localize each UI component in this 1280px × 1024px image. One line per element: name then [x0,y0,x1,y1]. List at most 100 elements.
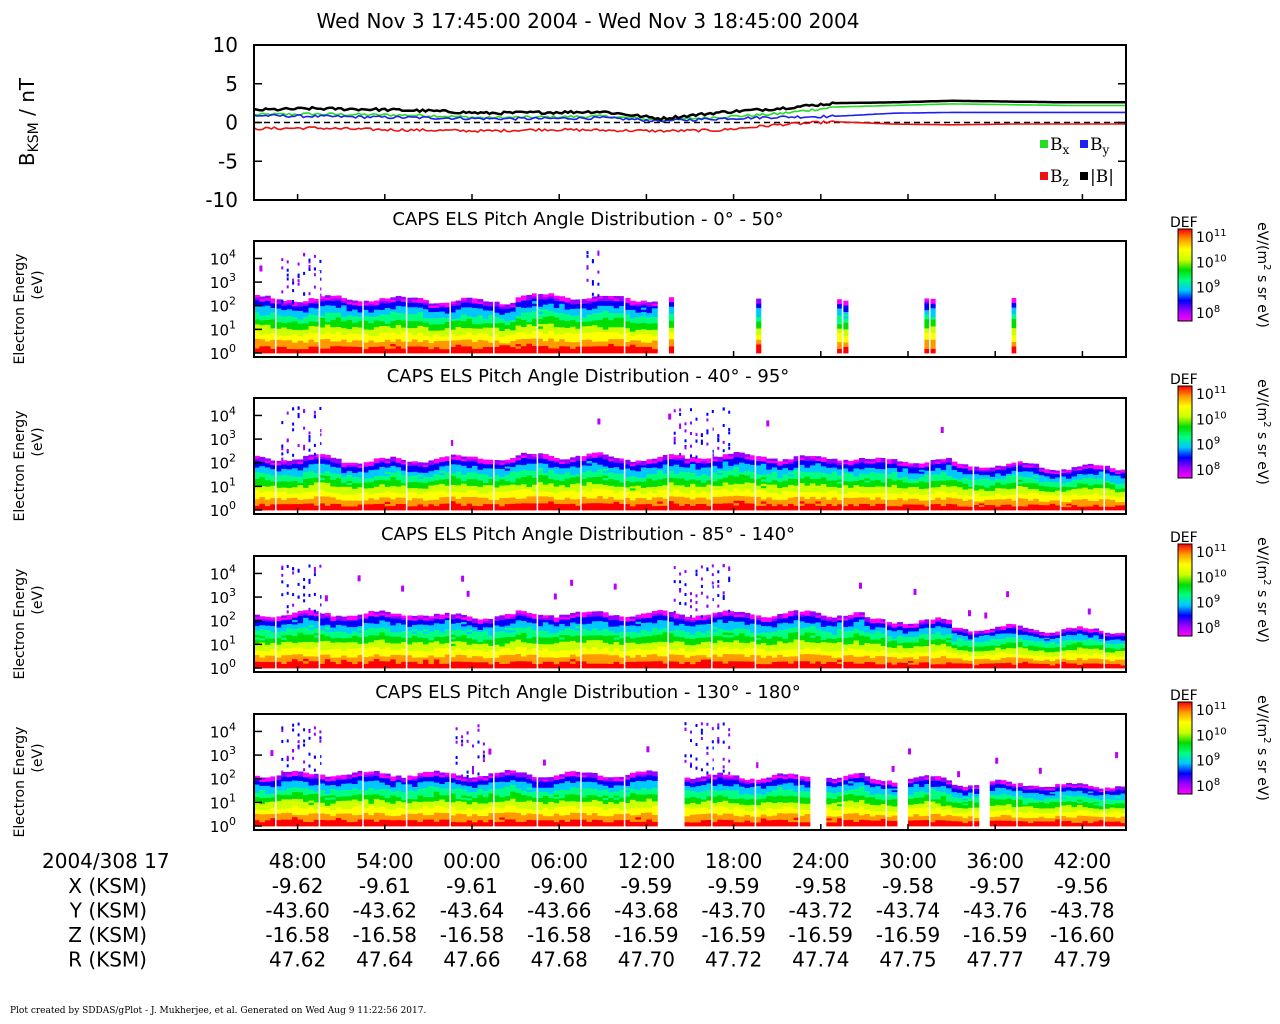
spectrogram-cell [504,314,511,317]
spectrogram-cell [722,498,729,502]
spectrogram-cell [477,305,484,309]
spectrogram-cell [564,467,571,471]
spectrogram-cell [641,305,647,308]
spectrogram-cell [826,507,833,511]
spectrogram-cell [837,301,843,305]
spectrogram-cell [641,497,647,501]
spectrogram-cell [581,469,587,473]
spectrogram-cell [444,346,451,350]
spectrogram-cell [564,313,571,317]
spectrogram-cell [641,461,647,464]
spectrogram-cell [619,495,626,498]
spectrogram-cell [673,496,680,499]
spectrogram-cell [553,466,560,470]
spectrogram-cell [651,325,658,328]
spectrogram-cell [439,459,446,462]
spectrogram-cell [423,490,429,493]
spectrogram-cell [864,488,871,492]
spectrogram-cell [869,459,876,462]
spectrogram-cell [450,491,457,495]
spectrogram-cell [760,483,767,486]
spectrogram-cell [706,490,713,494]
spectrogram-speckle [319,407,322,410]
spectrogram-cell [395,477,402,481]
spectrogram-cell [804,494,811,497]
spectrogram-cell [493,476,500,480]
spectrogram-cell [668,465,675,469]
spectrogram-cell [390,327,397,331]
spectrogram-cell [657,507,664,511]
spectrogram-cell [281,472,288,476]
spectrogram-cell [526,311,533,315]
spectrogram-cell [281,485,288,488]
spectrogram-cell [782,476,789,479]
spectrogram-cell [553,497,560,500]
spectrogram-cell [341,318,348,322]
spectrogram-cell [564,505,571,509]
spectrogram-cell [722,477,729,481]
spectrogram-cell [635,308,642,311]
spectrogram-cell [842,344,849,347]
spectrogram-cell [515,505,522,509]
energy-tick-label: 102 [210,295,236,316]
spectrogram-cell [406,343,413,347]
spectrogram-cell [482,478,489,481]
spectrogram-cell [373,467,380,470]
spectrogram-cell [515,341,522,345]
spectrogram-cell [608,322,615,325]
spectrogram-cell [439,317,446,320]
spectrogram-cell [651,471,658,474]
spectrogram-cell [646,505,653,509]
spectrogram-cell [635,483,642,486]
spectrogram-cell [281,327,288,330]
spectrogram-cell [275,508,282,511]
spectrogram-cell [281,489,288,492]
spectrogram-cell [608,474,615,477]
spectrogram-cell [929,301,936,304]
spectrogram-cell [428,336,435,339]
spectrogram-cell [515,500,522,504]
spectrogram-cell [423,478,429,481]
spectrogram-cell [499,476,506,480]
spectrogram-cell [1011,343,1018,347]
spectrogram-cell [493,472,500,475]
spectrogram-cell [815,462,822,466]
spectrogram-cell [581,456,587,459]
spectrogram-cell [395,317,402,321]
spectrogram-cell [346,310,353,314]
spectrogram-cell [466,481,473,484]
spectrogram-cell [586,488,593,492]
spectrogram-cell [859,488,865,491]
spectrogram-cell [597,334,604,337]
spectrogram-cell [777,479,784,482]
spectrogram-cell [281,501,288,505]
spectrogram-speckle [286,260,289,264]
spectrogram-cell [515,469,522,472]
spectrogram-cell [750,498,756,502]
spectrogram-speckle [700,434,703,437]
spectrogram-cell [739,490,745,494]
spectrogram-cell [297,350,304,354]
spectrogram-cell [771,503,778,507]
spectrogram-cell [319,303,326,307]
spectrogram-cell [406,461,413,465]
spectrogram-cell [433,482,440,485]
spectrogram-cell [346,476,353,479]
spectrogram-speckle [684,439,687,443]
spectrogram-cell [433,501,440,504]
spectrogram-cell [335,497,342,500]
spectrogram-cell [428,476,435,480]
spectrogram-cell [275,483,282,486]
spectrogram-cell [286,322,293,325]
spectrogram-cell [782,484,789,488]
spectrogram-speckle [319,270,322,274]
spectrogram-cell [766,469,773,472]
spectrogram-cell [777,503,784,507]
spectrogram-cell [869,488,876,492]
spectrogram-cell [395,499,402,502]
spectrogram-cell [417,337,424,340]
spectrogram-cell [292,310,298,313]
spectrogram-cell [722,507,729,511]
spectrogram-cell [619,324,626,328]
spectrogram-cell [466,487,473,491]
